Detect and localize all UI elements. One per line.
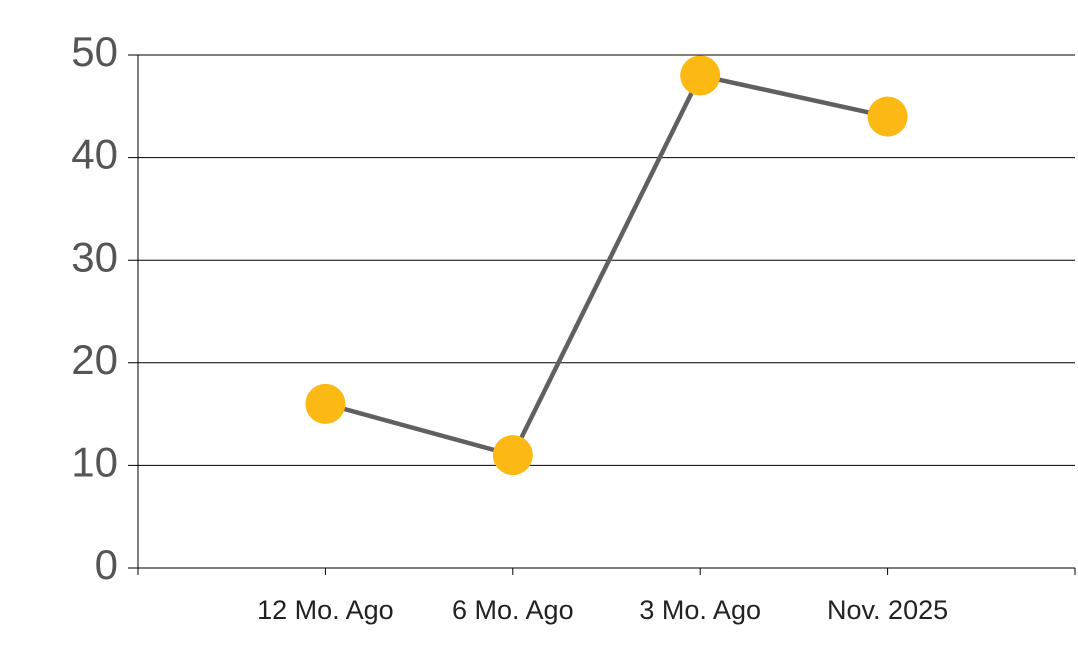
marker [867,96,908,137]
marker [492,435,533,476]
x-tick-label: 3 Mo. Ago [639,595,761,625]
x-tick-label: 6 Mo. Ago [452,595,574,625]
y-tick-label: 40 [71,131,118,178]
y-tick-label: 50 [71,28,118,75]
x-tick-label: Nov. 2025 [827,595,948,625]
marker [305,383,346,424]
y-tick-label: 0 [95,541,118,588]
marker [680,55,721,96]
x-tick-label: 12 Mo. Ago [257,595,394,625]
y-tick-label: 30 [71,233,118,280]
y-tick-label: 10 [71,438,118,485]
line [324,72,889,458]
y-tick-label: 20 [71,336,118,383]
